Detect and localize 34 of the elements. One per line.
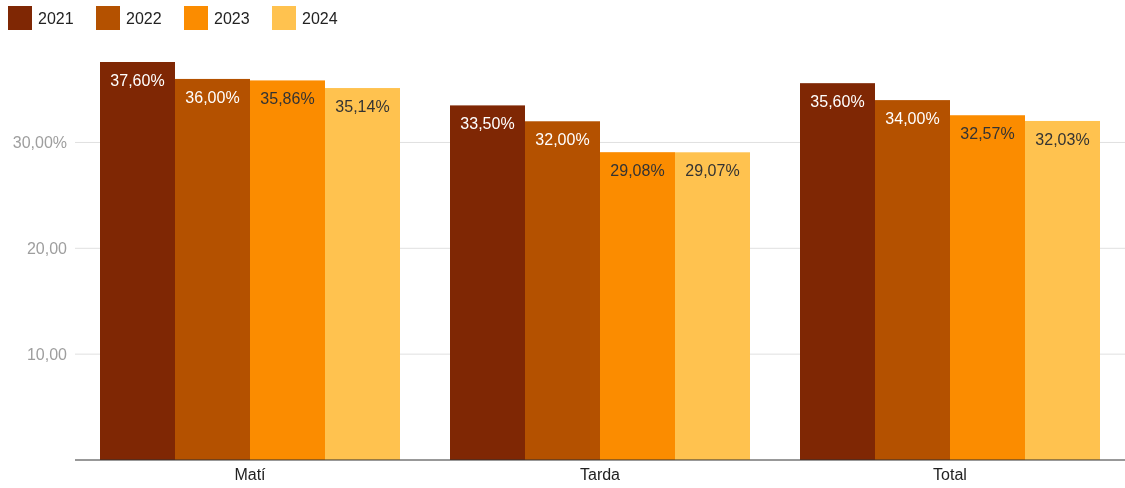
data-label: 33,50% [460,115,515,133]
data-label: 32,57% [960,125,1015,143]
data-label: 35,60% [810,93,865,111]
data-label: 29,07% [685,162,740,180]
data-label: 35,14% [335,98,390,116]
bar [175,78,250,460]
data-label: 34,00% [885,110,940,128]
legend-label: 2022 [126,10,162,27]
bar [950,115,1025,460]
bar [100,62,175,460]
data-label: 36,00% [185,88,240,106]
y-tick-label: 30,00% [12,134,67,152]
y-tick-label: 10,00 [26,345,68,363]
bar [1025,120,1100,460]
bar [600,152,675,460]
x-tick-label: Total [933,466,967,483]
bar [525,121,600,460]
data-label: 37,60% [110,72,165,89]
bar [875,100,950,460]
bar [325,88,400,460]
bar [800,83,875,460]
data-label: 35,86% [260,90,315,108]
y-tick-label: 20,00 [26,239,68,257]
data-label: 32,00% [535,131,590,149]
bar [450,105,525,460]
legend-label: 2023 [214,10,250,27]
data-label: 29,08% [610,162,665,180]
legend-label: 2021 [38,10,74,27]
x-tick-label: Tarda [579,466,621,483]
legend-label: 2024 [302,10,338,27]
data-label: 32,03% [1035,130,1090,148]
bar [675,152,750,460]
bar [250,80,325,460]
x-tick-label: Matí [234,466,267,483]
